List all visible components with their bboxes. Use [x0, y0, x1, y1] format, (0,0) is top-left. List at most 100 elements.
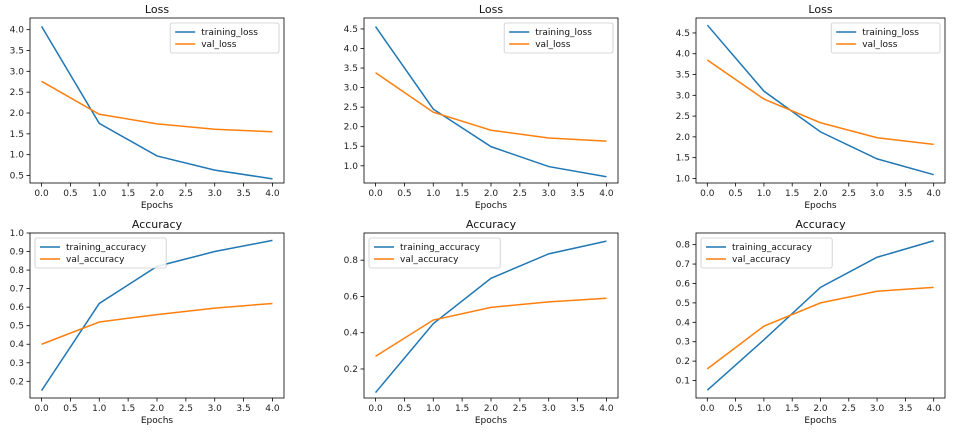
y-tick-label: 0.8 [10, 266, 25, 276]
legend: training_loss val_loss [503, 22, 614, 54]
legend-box [368, 237, 501, 269]
y-tick-label: 0.6 [344, 292, 359, 302]
y-tick-label: 1.5 [344, 142, 358, 152]
x-tick-label: 3.0 [542, 404, 557, 414]
legend-box [830, 22, 941, 54]
y-tick-label: 2.0 [676, 133, 691, 143]
series-line-training_loss [374, 26, 607, 178]
y-tick-label: 0.8 [676, 241, 691, 251]
x-tick-label: 0.5 [728, 189, 742, 199]
legend-box [503, 22, 614, 54]
x-tick-label: 1.0 [757, 189, 772, 199]
x-tick-label: 3.0 [870, 404, 885, 414]
y-tick-label: 0.3 [676, 338, 690, 348]
x-tick-label: 3.5 [236, 404, 250, 414]
legend-entry: training_accuracy [66, 243, 147, 253]
legend-entry: val_loss [535, 40, 571, 50]
y-tick-label: 0.4 [344, 329, 359, 339]
x-tick-label: 1.5 [121, 404, 135, 414]
legend: training_loss val_loss [169, 22, 280, 54]
x-tick-label: 3.0 [208, 404, 223, 414]
series-line-val_loss [706, 59, 934, 146]
x-tick-label: 2.5 [842, 404, 856, 414]
legend-entry: val_loss [201, 40, 237, 50]
y-tick-label: 1.5 [10, 130, 24, 140]
x-axis-label: Epochs [804, 416, 837, 426]
x-tick-label: 4.0 [265, 404, 280, 414]
series-line-training_loss [706, 24, 934, 176]
chart-4: Accuracy 0.0 0.5 1.0 1.5 2.0 2.5 3.0 3.5 4.0 0.2 0.… [10, 218, 285, 426]
series-line-training_accuracy [706, 240, 934, 391]
x-tick-label: 3.5 [570, 404, 584, 414]
chart-2: Loss 0.0 0.5 1.0 1.5 2.0 2.5 3.0 3.5 4.0 1.0 1.5 2.0… [344, 3, 619, 211]
chart-5: Accuracy 0.0 0.5 1.0 1.5 2.0 2.5 3.0 3.5 4.0 0.2 0.… [344, 218, 619, 426]
chart-title: Accuracy [132, 218, 183, 231]
x-tick-label: 3.5 [236, 189, 250, 199]
y-tick-label: 4.0 [10, 26, 25, 36]
series-line-val_loss [41, 80, 273, 133]
x-tick-label: 1.5 [455, 189, 469, 199]
x-tick-label: 4.0 [927, 404, 942, 414]
x-tick-label: 1.0 [426, 189, 441, 199]
x-tick-label: 4.0 [599, 189, 614, 199]
legend-box [700, 237, 833, 269]
y-tick-label: 0.5 [676, 299, 690, 309]
series-line-val_accuracy [706, 286, 934, 370]
y-tick-label: 4.5 [676, 29, 690, 39]
legend-entry: val_accuracy [732, 255, 791, 265]
x-tick-label: 0.5 [63, 404, 77, 414]
y-tick-label: 4.0 [676, 50, 691, 60]
x-tick-label: 0.0 [700, 404, 715, 414]
x-tick-label: 0.0 [34, 404, 49, 414]
x-tick-label: 3.5 [898, 189, 912, 199]
legend-entry: training_loss [535, 28, 592, 38]
series-line-val_accuracy [41, 302, 273, 345]
x-tick-label: 1.0 [92, 404, 107, 414]
x-tick-label: 0.0 [368, 189, 383, 199]
y-tick-label: 0.5 [10, 322, 24, 332]
legend-box [34, 237, 167, 269]
x-tick-label: 0.0 [34, 189, 49, 199]
x-tick-label: 1.0 [426, 404, 441, 414]
legend-entry: val_accuracy [66, 255, 125, 265]
y-tick-label: 3.0 [10, 67, 25, 77]
legend-entry: training_accuracy [400, 243, 481, 253]
y-tick-label: 0.8 [344, 256, 359, 266]
y-tick-label: 4.5 [344, 25, 358, 35]
y-tick-label: 0.2 [676, 357, 690, 367]
y-tick-label: 3.5 [676, 71, 690, 81]
x-tick-label: 3.0 [870, 189, 885, 199]
y-tick-label: 0.3 [10, 359, 24, 369]
legend: training_accuracy val_accuracy [34, 237, 167, 269]
x-tick-label: 0.0 [700, 189, 715, 199]
series-line-val_loss [375, 72, 607, 142]
y-tick-label: 0.7 [10, 285, 24, 295]
x-axis-label: Epochs [141, 416, 174, 426]
legend-entry: val_accuracy [400, 255, 459, 265]
y-tick-label: 2.5 [10, 88, 24, 98]
x-tick-label: 2.5 [179, 189, 193, 199]
y-tick-label: 4.0 [344, 44, 359, 54]
x-axis-label: Epochs [475, 416, 508, 426]
series-line-training_accuracy [374, 240, 607, 394]
y-tick-label: 2.5 [344, 103, 358, 113]
y-tick-label: 0.6 [10, 303, 25, 313]
chart-title: Loss [145, 3, 169, 16]
y-tick-label: 0.2 [10, 377, 24, 387]
chart-title: Loss [808, 3, 832, 16]
x-tick-label: 2.5 [842, 189, 856, 199]
legend-entry: val_loss [862, 40, 898, 50]
chart-6: Accuracy 0.0 0.5 1.0 1.5 2.0 2.5 3.0 3.5 4.0 0.1 0.… [676, 218, 946, 426]
chart-1: Loss 0.0 0.5 1.0 1.5 2.0 2.5 3.0 3.5 4.0 0.5 1.0 1.5… [10, 3, 285, 211]
x-tick-label: 3.0 [542, 189, 557, 199]
legend-entry: training_loss [201, 28, 258, 38]
y-tick-label: 0.4 [676, 318, 691, 328]
y-tick-label: 0.5 [10, 172, 24, 182]
chart-title: Accuracy [795, 218, 846, 231]
y-tick-label: 3.0 [344, 84, 359, 94]
x-tick-label: 0.5 [728, 404, 742, 414]
x-tick-label: 4.0 [599, 404, 614, 414]
x-tick-label: 1.5 [455, 404, 469, 414]
y-tick-label: 3.5 [10, 47, 24, 57]
